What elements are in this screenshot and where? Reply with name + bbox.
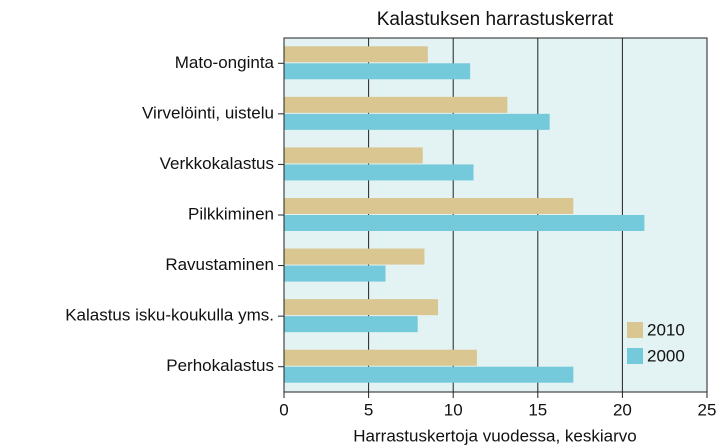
legend-label: 2000	[647, 346, 685, 365]
bar	[284, 63, 471, 80]
y-tick-label: Ravustaminen	[165, 255, 274, 274]
bar	[284, 46, 428, 63]
x-tick-label: 20	[613, 400, 632, 419]
y-tick-label: Virvelöinti, uistelu	[142, 103, 274, 122]
bar	[284, 164, 474, 181]
x-axis-label: Harrastuskertoja vuodessa, keskiarvo	[353, 426, 636, 445]
bar	[284, 265, 386, 282]
y-tick-label: Mato-onginta	[175, 53, 275, 72]
y-tick-label: Kalastus isku-koukulla yms.	[65, 306, 274, 325]
x-tick-label: 0	[279, 400, 288, 419]
x-tick-label: 10	[444, 400, 463, 419]
y-tick-label: Pilkkiminen	[188, 204, 274, 223]
legend-swatch	[627, 322, 643, 338]
legend-swatch	[627, 348, 643, 364]
x-tick-label: 25	[698, 400, 717, 419]
bar	[284, 215, 645, 231]
legend-label: 2010	[647, 320, 685, 339]
x-tick-label: 15	[528, 400, 547, 419]
bar	[284, 147, 423, 164]
bar	[284, 316, 418, 333]
chart-title: Kalastuksen harrastuskerrat	[377, 9, 614, 30]
bar	[284, 248, 425, 265]
bar	[284, 366, 574, 383]
y-tick-label: Verkkokalastus	[160, 154, 274, 173]
plot-frame	[283, 37, 708, 393]
x-tick-label: 5	[364, 400, 373, 419]
bar	[284, 198, 574, 214]
bar	[284, 299, 438, 316]
bar	[284, 113, 550, 130]
bar	[284, 96, 508, 113]
y-tick-label: Perhokalastus	[166, 356, 274, 375]
bar	[284, 349, 477, 366]
